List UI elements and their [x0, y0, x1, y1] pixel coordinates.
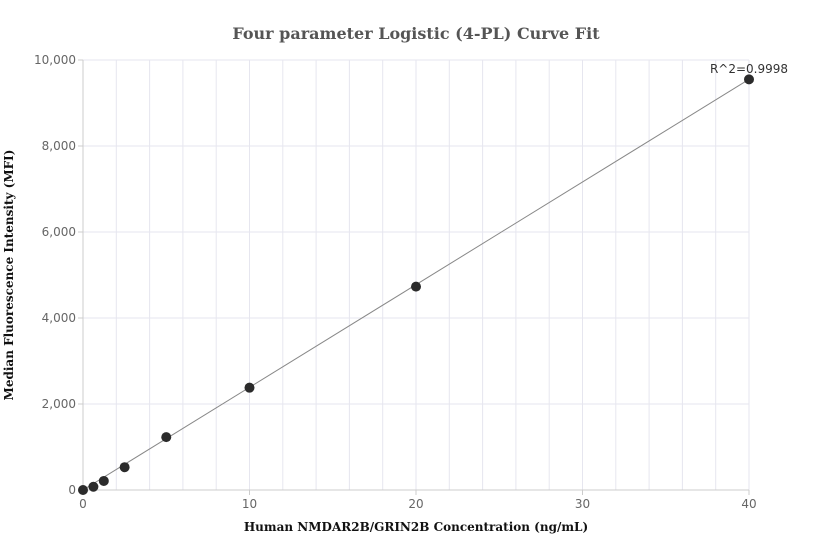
- x-axis-label: Human NMDAR2B/GRIN2B Concentration (ng/m…: [244, 520, 588, 534]
- y-tick-label: 10,000: [34, 53, 76, 67]
- data-point: [161, 432, 172, 443]
- axes: [78, 59, 750, 495]
- data-point: [411, 281, 421, 292]
- x-tick-label: 0: [79, 497, 87, 511]
- data-points: [78, 74, 754, 495]
- data-point: [98, 475, 109, 486]
- y-tick-label: 2,000: [42, 397, 76, 411]
- chart-title: Four parameter Logistic (4-PL) Curve Fit: [232, 24, 600, 43]
- r-squared-annotation: R^2=0.9998: [710, 62, 788, 76]
- x-tick-label: 20: [408, 497, 423, 511]
- data-point: [88, 481, 99, 492]
- y-axis-label: Median Fluorescence Intensity (MFI): [2, 150, 16, 401]
- data-point: [244, 382, 255, 393]
- data-point: [119, 462, 130, 473]
- tick-labels: 0 10 20 30 40 0 2,000 4,000 6,000 8,000 10,000: [34, 53, 757, 511]
- y-tick-label: 0: [68, 483, 76, 497]
- x-tick-label: 10: [242, 497, 257, 511]
- y-tick-label: 4,000: [42, 311, 76, 325]
- data-point: [78, 485, 88, 495]
- data-point: [744, 74, 754, 85]
- y-tick-label: 8,000: [42, 139, 76, 153]
- y-tick-label: 6,000: [42, 225, 76, 239]
- x-tick-label: 40: [741, 497, 756, 511]
- x-tick-label: 30: [575, 497, 590, 511]
- grid-lines: [82, 59, 750, 491]
